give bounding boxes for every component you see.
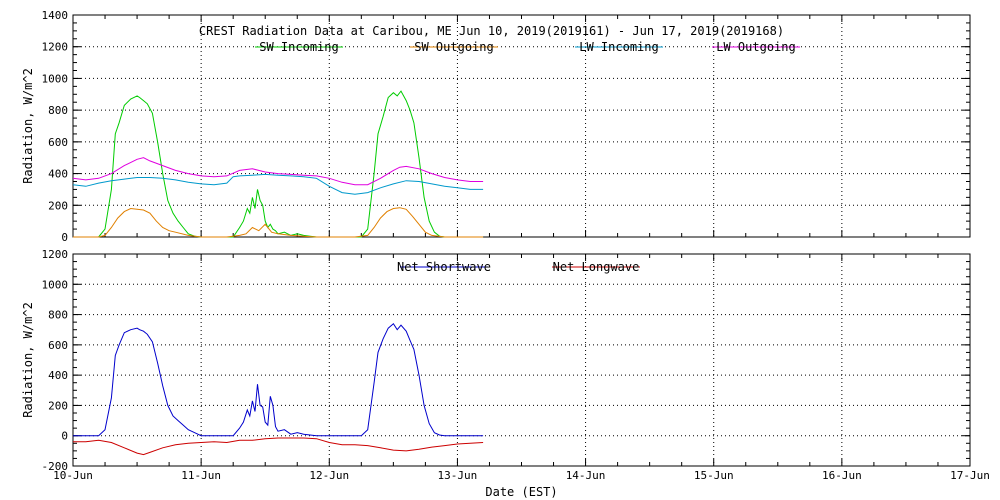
legend-label: Net Shortwave (397, 260, 491, 274)
series-line-lw-incoming (72, 173, 484, 195)
y-axis-label: Radiation, W/m^2 (21, 302, 35, 418)
y-tick-label: 1400 (42, 9, 69, 22)
y-axis-label: Radiation, W/m^2 (21, 68, 35, 184)
x-tick-label: 12-Jun (309, 469, 349, 482)
y-tick-label: 1000 (42, 278, 69, 291)
y-tick-label: -200 (42, 460, 69, 473)
x-tick-label: 17-Jun (950, 469, 990, 482)
x-tick-label: 10-Jun (53, 469, 93, 482)
x-tick-label: 15-Jun (694, 469, 734, 482)
series-line-sw-incoming (73, 90, 484, 238)
legend-label: SW Outgoing (414, 40, 493, 54)
y-tick-label: 200 (48, 399, 68, 412)
legend-label: LW Outgoing (716, 40, 795, 54)
y-tick-label: 1000 (42, 72, 69, 85)
x-tick-label: 16-Jun (822, 469, 862, 482)
x-axis-label: Date (EST) (485, 485, 557, 499)
x-tick-label: 13-Jun (438, 469, 478, 482)
x-tick-label: 11-Jun (181, 469, 221, 482)
y-tick-label: 800 (48, 309, 68, 322)
y-tick-label: 600 (48, 339, 68, 352)
chart-title: CREST Radiation Data at Caribou, ME Jun … (199, 24, 784, 38)
y-tick-label: 600 (48, 136, 68, 149)
y-tick-label: 0 (61, 430, 68, 443)
plot-frame (72, 253, 971, 467)
y-tick-label: 0 (61, 231, 68, 244)
y-tick-label: 200 (48, 199, 68, 212)
x-tick-label: 14-Jun (566, 469, 606, 482)
y-tick-label: 1200 (42, 41, 69, 54)
legend-label: SW Incoming (259, 40, 338, 54)
y-tick-label: 400 (48, 369, 68, 382)
series-line-lw-outgoing (72, 157, 484, 186)
y-tick-label: 400 (48, 168, 68, 181)
legend-label: LW Incoming (579, 40, 658, 54)
legend-label: Net Longwave (553, 260, 640, 274)
y-tick-label: 800 (48, 104, 68, 117)
series-line-sw-outgoing (73, 207, 484, 238)
series-line-net-shortwave (73, 322, 484, 437)
plot-frame (72, 14, 971, 238)
y-tick-label: 1200 (42, 248, 69, 261)
series-line-net-longwave (73, 437, 484, 456)
